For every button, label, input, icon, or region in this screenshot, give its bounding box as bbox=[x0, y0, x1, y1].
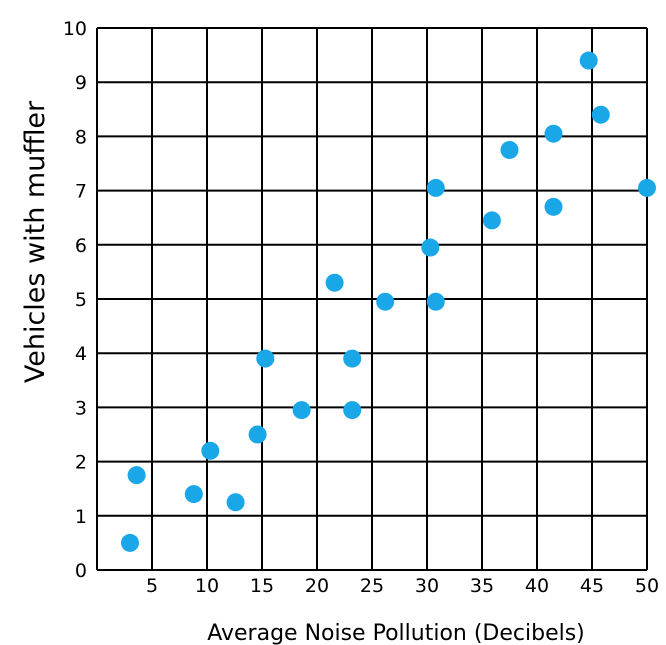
x-tick-label: 5 bbox=[146, 575, 158, 597]
y-tick-label: 3 bbox=[75, 397, 87, 419]
scatter-point bbox=[248, 425, 267, 444]
y-tick-label: 1 bbox=[75, 506, 87, 528]
x-tick-label: 25 bbox=[360, 575, 384, 597]
y-tick-label: 6 bbox=[75, 235, 87, 257]
y-tick-label: 7 bbox=[75, 181, 87, 203]
y-axis-ticks: 0 1 2 3 4 5 6 7 8 9 10 bbox=[63, 18, 87, 582]
x-axis-title: Average Noise Pollution (Decibels) bbox=[207, 621, 585, 645]
scatter-point bbox=[579, 51, 598, 70]
scatter-point bbox=[325, 273, 344, 292]
scatter-point bbox=[292, 401, 311, 420]
data-points bbox=[121, 51, 656, 552]
x-tick-label: 30 bbox=[415, 575, 439, 597]
scatter-point bbox=[121, 533, 139, 552]
scatter-point bbox=[201, 441, 220, 460]
scatter-point bbox=[544, 197, 563, 216]
scatter-point bbox=[376, 292, 395, 311]
scatter-point bbox=[421, 238, 440, 257]
scatter-point bbox=[426, 292, 445, 311]
grid bbox=[96, 27, 648, 571]
scatter-point bbox=[426, 178, 445, 197]
x-tick-label: 40 bbox=[525, 575, 549, 597]
y-tick-label: 9 bbox=[75, 72, 87, 94]
scatter-point bbox=[256, 349, 275, 368]
scatter-point bbox=[482, 211, 501, 230]
x-tick-label: 15 bbox=[250, 575, 274, 597]
x-tick-label: 35 bbox=[470, 575, 494, 597]
y-tick-label: 2 bbox=[75, 452, 87, 474]
scatter-point bbox=[127, 466, 146, 485]
y-tick-label: 5 bbox=[75, 289, 87, 311]
y-axis-title: Vehicles with muffler bbox=[20, 100, 51, 383]
x-tick-label: 10 bbox=[195, 575, 219, 597]
scatter-point bbox=[544, 124, 563, 143]
y-tick-label: 10 bbox=[63, 18, 87, 40]
y-tick-label: 4 bbox=[75, 343, 87, 365]
scatter-point bbox=[226, 493, 245, 512]
scatter-point bbox=[638, 178, 656, 197]
scatter-point bbox=[343, 401, 362, 420]
scatter-point bbox=[591, 105, 610, 124]
x-tick-label: 20 bbox=[305, 575, 329, 597]
y-tick-label: 0 bbox=[75, 560, 87, 582]
scatter-point bbox=[500, 140, 519, 159]
x-tick-label: 45 bbox=[580, 575, 604, 597]
y-tick-label: 8 bbox=[75, 126, 87, 148]
x-axis-ticks: 5 10 15 20 25 30 35 40 45 50 bbox=[146, 575, 659, 597]
scatter-point bbox=[184, 485, 203, 504]
scatter-point bbox=[343, 349, 362, 368]
x-tick-label: 50 bbox=[635, 575, 659, 597]
